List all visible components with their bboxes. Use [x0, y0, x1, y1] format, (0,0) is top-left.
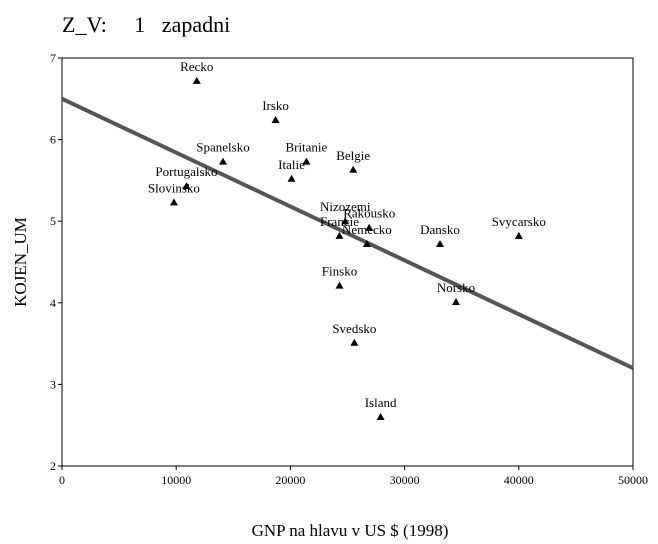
point-label: Dansko [420, 222, 460, 237]
point [376, 413, 385, 421]
y-axis-label: KOJEN_UM [11, 217, 30, 307]
x-tick-label: 40000 [504, 473, 534, 487]
point [335, 231, 344, 239]
y-tick-label: 6 [50, 133, 56, 147]
x-tick-label: 10000 [161, 473, 191, 487]
chart-title: Z_V: 1 zapadni [62, 12, 230, 37]
fit-line [61, 96, 634, 370]
point [287, 174, 296, 182]
point-label: Slovinsko [148, 180, 200, 195]
point [365, 223, 374, 231]
point [451, 297, 460, 305]
point [192, 76, 201, 84]
x-axis-label: GNP na hlavu v US $ (1998) [252, 521, 449, 540]
point [349, 165, 358, 173]
x-tick-label: 20000 [275, 473, 305, 487]
point-label: Irsko [262, 98, 289, 113]
point-label: Francie [320, 214, 359, 229]
y-tick-label: 2 [50, 459, 56, 473]
point [514, 231, 523, 239]
x-tick-label: 0 [59, 473, 65, 487]
point-label: Island [365, 395, 397, 410]
x-tick-label: 50000 [618, 473, 648, 487]
point [182, 182, 191, 190]
point [341, 217, 350, 225]
point-label: Rakousko [343, 206, 395, 221]
point-label: Finsko [322, 264, 357, 279]
point-label: Portugalsko [155, 164, 217, 179]
point [436, 240, 445, 248]
point [302, 157, 311, 165]
point-label: Svedsko [332, 321, 376, 336]
point-label: Italie [278, 157, 305, 172]
point-label: Recko [180, 59, 213, 74]
point [362, 240, 371, 248]
point-label: Belgie [336, 148, 370, 163]
point [169, 198, 178, 206]
point-label: Nemecko [342, 222, 392, 237]
plot-frame [61, 57, 634, 467]
x-tick-label: 30000 [390, 473, 420, 487]
y-tick-label: 7 [50, 51, 56, 65]
point [350, 338, 359, 346]
point-label: Norsko [437, 280, 475, 295]
y-tick-label: 5 [50, 214, 56, 228]
point-label: Britanie [285, 140, 327, 155]
point [335, 281, 344, 289]
point [271, 116, 280, 124]
point-label: Nizozemi [320, 199, 371, 214]
y-tick-label: 3 [50, 377, 56, 391]
point-label: Svycarsko [492, 214, 546, 229]
y-tick-label: 4 [50, 296, 56, 310]
point [219, 157, 228, 165]
point-label: Spanelsko [196, 140, 249, 155]
